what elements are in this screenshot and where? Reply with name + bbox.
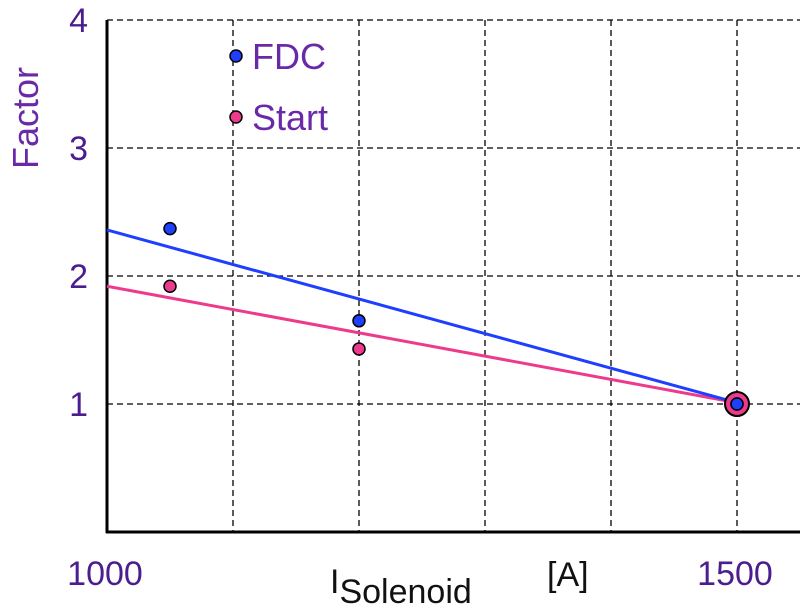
fit-line bbox=[106, 228, 738, 405]
x-axis-label-main: I bbox=[330, 563, 339, 601]
data-points bbox=[163, 221, 750, 417]
tick-labels: 1 2 3 4 1000 1500 bbox=[67, 2, 773, 593]
legend-marker bbox=[229, 49, 243, 63]
data-point bbox=[730, 397, 744, 411]
data-point bbox=[352, 342, 366, 356]
fit-line bbox=[106, 284, 738, 405]
legend-label: FDC bbox=[252, 36, 326, 77]
data-point bbox=[163, 279, 177, 293]
axes bbox=[105, 20, 800, 534]
y-tick-label: 2 bbox=[69, 258, 88, 296]
legend-label: Start bbox=[252, 97, 328, 138]
x-axis-unit: [A] bbox=[547, 556, 589, 594]
grid bbox=[107, 19, 800, 532]
x-axis-label-sub: Solenoid bbox=[339, 573, 471, 609]
y-axis-label: Factor bbox=[5, 67, 46, 169]
x-tick-label: 1500 bbox=[697, 555, 773, 593]
x-axis-label: ISolenoid bbox=[330, 563, 472, 609]
x-tick-label: 1000 bbox=[67, 555, 143, 593]
fit-lines bbox=[106, 228, 738, 405]
data-point bbox=[352, 314, 366, 328]
legend-marker bbox=[229, 110, 243, 124]
y-tick-label: 1 bbox=[69, 386, 88, 424]
data-point bbox=[163, 221, 177, 236]
y-tick-label: 4 bbox=[69, 2, 88, 40]
legend: FDC Start bbox=[229, 36, 328, 138]
y-tick-label: 3 bbox=[69, 130, 88, 168]
